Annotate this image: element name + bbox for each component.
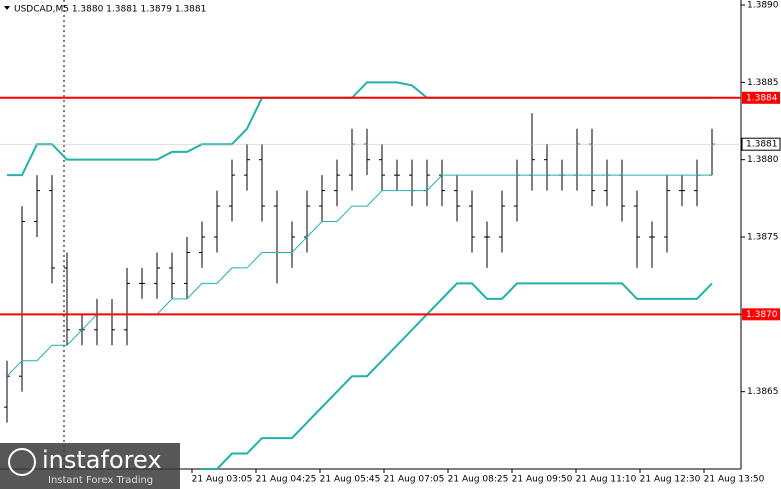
x-tick-label: 21 Aug 03:05 [192, 475, 253, 485]
x-tick-label: 21 Aug 04:25 [256, 475, 317, 485]
y-tick-label: 1.3875 [747, 233, 779, 243]
x-tick-label: 21 Aug 05:45 [320, 475, 381, 485]
x-tick-label: 21 Aug 09:50 [512, 475, 573, 485]
y-tick-label: 1.3885 [747, 78, 779, 88]
current-price-label: 1.3881 [746, 140, 778, 150]
level-label: 1.3870 [746, 310, 778, 320]
level-label: 1.3884 [746, 93, 778, 103]
x-tick-label: 21 Aug 11:10 [576, 475, 637, 485]
y-tick-label: 1.3890 [747, 1, 779, 11]
level-label-box [742, 308, 780, 321]
y-tick-label: 1.3865 [747, 387, 779, 397]
x-tick-label: 21 Aug 13:50 [704, 475, 765, 485]
current-price-box [741, 137, 781, 151]
x-tick-label: 21 Aug 08:25 [448, 475, 509, 485]
watermark-brand: instaforex [42, 446, 162, 474]
y-tick-label: 1.3880 [747, 155, 779, 165]
x-tick-label: 21 Aug 07:05 [384, 475, 445, 485]
band-lower [202, 282, 713, 470]
symbol-arrow [4, 6, 10, 10]
watermark-slogan: Instant Forex Trading [48, 475, 153, 486]
watermark-logo [8, 448, 36, 476]
level-label-box [742, 91, 780, 104]
chart-title: USDCAD,M5 1.3880 1.3881 1.3879 1.3881 [14, 5, 206, 15]
x-tick-label: 21 Aug 12:30 [640, 475, 701, 485]
